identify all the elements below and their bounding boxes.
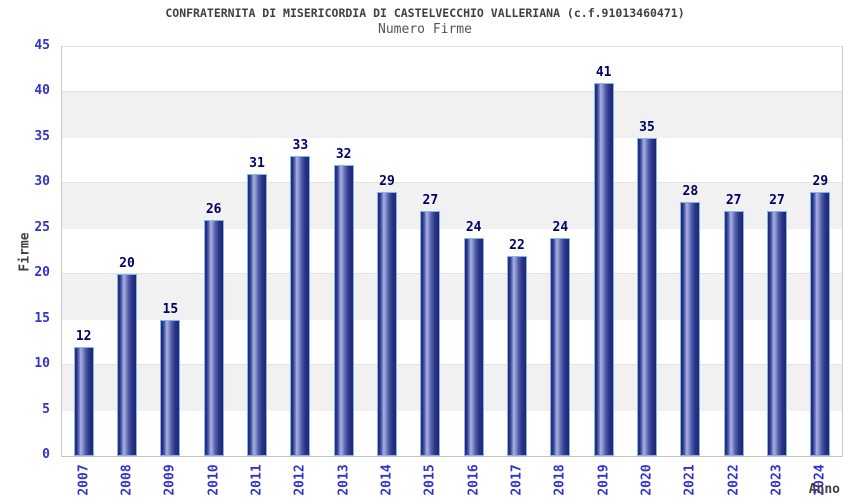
x-tick-label: 2015 <box>422 464 438 496</box>
bar-2007 <box>73 346 94 456</box>
bar-value-label: 35 <box>639 119 655 135</box>
bar-value-label: 26 <box>205 201 222 217</box>
grid-band <box>62 46 842 92</box>
bar-2008 <box>117 274 137 456</box>
x-tick-label: 2011 <box>249 464 265 496</box>
x-tick-label: 2013 <box>336 464 352 496</box>
bar-2011 <box>247 174 267 456</box>
grid-band <box>62 91 842 138</box>
x-tick-label: 2012 <box>292 464 308 496</box>
bar-value-label: 12 <box>75 328 92 344</box>
bar-value-label: 32 <box>335 147 352 163</box>
bar-2021 <box>680 201 701 456</box>
bar-value-label: 27 <box>422 192 439 208</box>
bar-value-label: 29 <box>379 174 395 190</box>
bar-2010 <box>203 219 224 456</box>
bar-2017 <box>507 256 527 456</box>
x-tick-label: 2008 <box>119 464 135 496</box>
y-tick-label: 35 <box>34 128 50 144</box>
x-tick-label: 2017 <box>509 464 525 496</box>
x-tick-label: 2010 <box>206 464 222 496</box>
x-tick-label: 2007 <box>76 464 92 496</box>
plot-area: 12 20 15 26 31 33 32 29 27 24 22 24 41 35 28 27 27 29 <box>61 46 843 457</box>
bar-2023 <box>767 210 787 456</box>
grid-band <box>62 364 842 411</box>
y-tick-label: 10 <box>34 356 50 372</box>
bar-2024 <box>810 192 831 456</box>
chart-subtitle: Numero Firme <box>378 22 472 37</box>
y-tick-label: 5 <box>42 401 50 417</box>
chart-title: CONFRATERNITA DI MISERICORDIA DI CASTELV… <box>165 6 685 20</box>
bar-2015 <box>420 210 441 456</box>
bar-2018 <box>550 237 571 456</box>
bar-value-label: 33 <box>292 138 309 154</box>
x-tick-label: 2020 <box>639 464 655 496</box>
bar-2009 <box>160 319 181 456</box>
y-tick-label: 0 <box>42 447 50 462</box>
bar-value-label: 24 <box>552 219 569 235</box>
bar-value-label: 24 <box>465 219 482 235</box>
bar-value-label: 27 <box>725 192 742 208</box>
x-tick-label: 2021 <box>682 464 698 496</box>
grid-band <box>62 273 842 320</box>
x-axis-title: Anno <box>808 482 840 497</box>
bar-2014 <box>377 192 397 456</box>
bar-2012 <box>290 156 311 456</box>
x-tick-label: 2018 <box>552 464 568 496</box>
grid-band <box>62 182 842 229</box>
bar-2013 <box>333 165 354 456</box>
x-tick-label: 2009 <box>162 464 178 496</box>
bar-2020 <box>637 137 657 456</box>
bar-value-label: 22 <box>509 238 525 254</box>
bar-value-label: 41 <box>595 65 612 81</box>
y-tick-label: 45 <box>34 38 50 53</box>
y-tick-label: 30 <box>34 174 50 190</box>
bar-2019 <box>593 83 614 456</box>
bar-value-label: 29 <box>812 174 829 190</box>
bar-value-label: 15 <box>162 301 179 317</box>
x-tick-label: 2016 <box>466 464 482 496</box>
y-tick-label: 40 <box>34 83 50 99</box>
x-tick-label: 2022 <box>726 464 742 496</box>
bar-value-label: 20 <box>119 256 135 272</box>
y-tick-label: 15 <box>34 310 50 326</box>
bar-2016 <box>463 237 484 456</box>
y-tick-label: 25 <box>34 219 50 235</box>
x-tick-label: 2023 <box>769 464 785 496</box>
bar-value-label: 27 <box>769 192 785 208</box>
y-tick-label: 20 <box>34 265 50 281</box>
bar-value-label: 28 <box>682 183 699 199</box>
bar-2022 <box>723 210 744 456</box>
bar-value-label: 31 <box>249 156 265 172</box>
x-tick-label: 2019 <box>596 464 612 496</box>
grid-band <box>62 136 842 183</box>
x-tick-label: 2014 <box>379 464 395 496</box>
